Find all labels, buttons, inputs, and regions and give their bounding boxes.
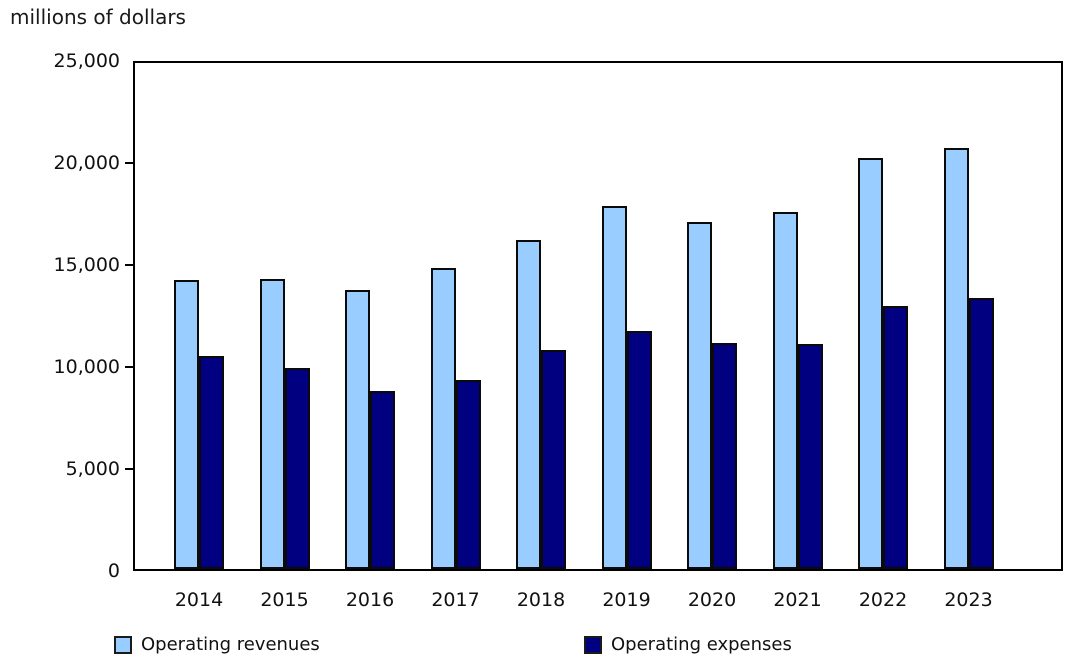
bar-operating-expenses-2018 bbox=[541, 350, 566, 569]
bar-operating-revenues-2020 bbox=[687, 222, 712, 569]
legend-label-revenues: Operating revenues bbox=[141, 634, 320, 655]
x-axis-label-2022: 2022 bbox=[858, 589, 908, 611]
bar-operating-expenses-2015 bbox=[284, 368, 310, 569]
legend-item-expenses: Operating expenses bbox=[584, 634, 792, 656]
bar-operating-expenses-2017 bbox=[455, 380, 481, 569]
bar-operating-expenses-2014 bbox=[199, 356, 224, 569]
bar-operating-expenses-2019 bbox=[626, 331, 652, 569]
x-axis-label-2017: 2017 bbox=[431, 589, 480, 611]
x-axis-label-2015: 2015 bbox=[260, 589, 309, 611]
y-axis-tick-mark bbox=[125, 162, 133, 164]
bar-operating-expenses-2023 bbox=[968, 298, 994, 569]
legend-swatch-expenses-icon bbox=[584, 636, 602, 654]
x-axis-label-2019: 2019 bbox=[602, 589, 651, 611]
bar-operating-revenues-2015 bbox=[259, 279, 285, 569]
bar-operating-expenses-2016 bbox=[370, 391, 395, 569]
x-axis-label-2021: 2021 bbox=[773, 589, 822, 611]
bar-operating-expenses-2020 bbox=[712, 343, 737, 569]
x-axis-label-2020: 2020 bbox=[687, 589, 737, 611]
plot-area bbox=[133, 61, 1063, 571]
bar-operating-revenues-2019 bbox=[601, 206, 627, 569]
y-axis-tick-mark bbox=[125, 468, 133, 470]
y-axis-tick-label: 20,000 bbox=[53, 152, 120, 174]
bar-operating-revenues-2023 bbox=[943, 148, 969, 569]
bar-operating-revenues-2021 bbox=[772, 212, 798, 569]
bar-operating-revenues-2014 bbox=[174, 280, 199, 569]
y-axis-tick-label: 10,000 bbox=[53, 356, 120, 378]
y-axis-tick-label: 15,000 bbox=[53, 254, 120, 276]
legend-swatch-revenues-icon bbox=[114, 636, 132, 654]
y-axis-tick-label: 25,000 bbox=[53, 50, 120, 72]
legend: Operating revenues Operating expenses bbox=[0, 634, 1092, 664]
chart-title: millions of dollars bbox=[10, 5, 186, 29]
bar-operating-revenues-2016 bbox=[345, 290, 370, 569]
y-axis-tick-label: 5,000 bbox=[65, 458, 120, 480]
bar-operating-revenues-2022 bbox=[858, 158, 883, 569]
x-axis-label-2018: 2018 bbox=[516, 589, 566, 611]
x-axis-label-2014: 2014 bbox=[174, 589, 224, 611]
bars-container bbox=[135, 63, 1061, 569]
y-axis-tick-mark bbox=[125, 264, 133, 266]
legend-item-revenues: Operating revenues bbox=[114, 634, 320, 656]
bar-operating-expenses-2021 bbox=[797, 344, 823, 569]
y-axis-tick-label: 0 bbox=[107, 560, 120, 582]
x-axis-label-2023: 2023 bbox=[944, 589, 993, 611]
x-axis-label-2016: 2016 bbox=[345, 589, 395, 611]
bar-operating-revenues-2018 bbox=[516, 240, 541, 569]
y-axis-tick-mark bbox=[125, 366, 133, 368]
bar-operating-expenses-2022 bbox=[883, 306, 908, 569]
legend-label-expenses: Operating expenses bbox=[611, 634, 792, 655]
bar-operating-revenues-2017 bbox=[430, 268, 456, 569]
